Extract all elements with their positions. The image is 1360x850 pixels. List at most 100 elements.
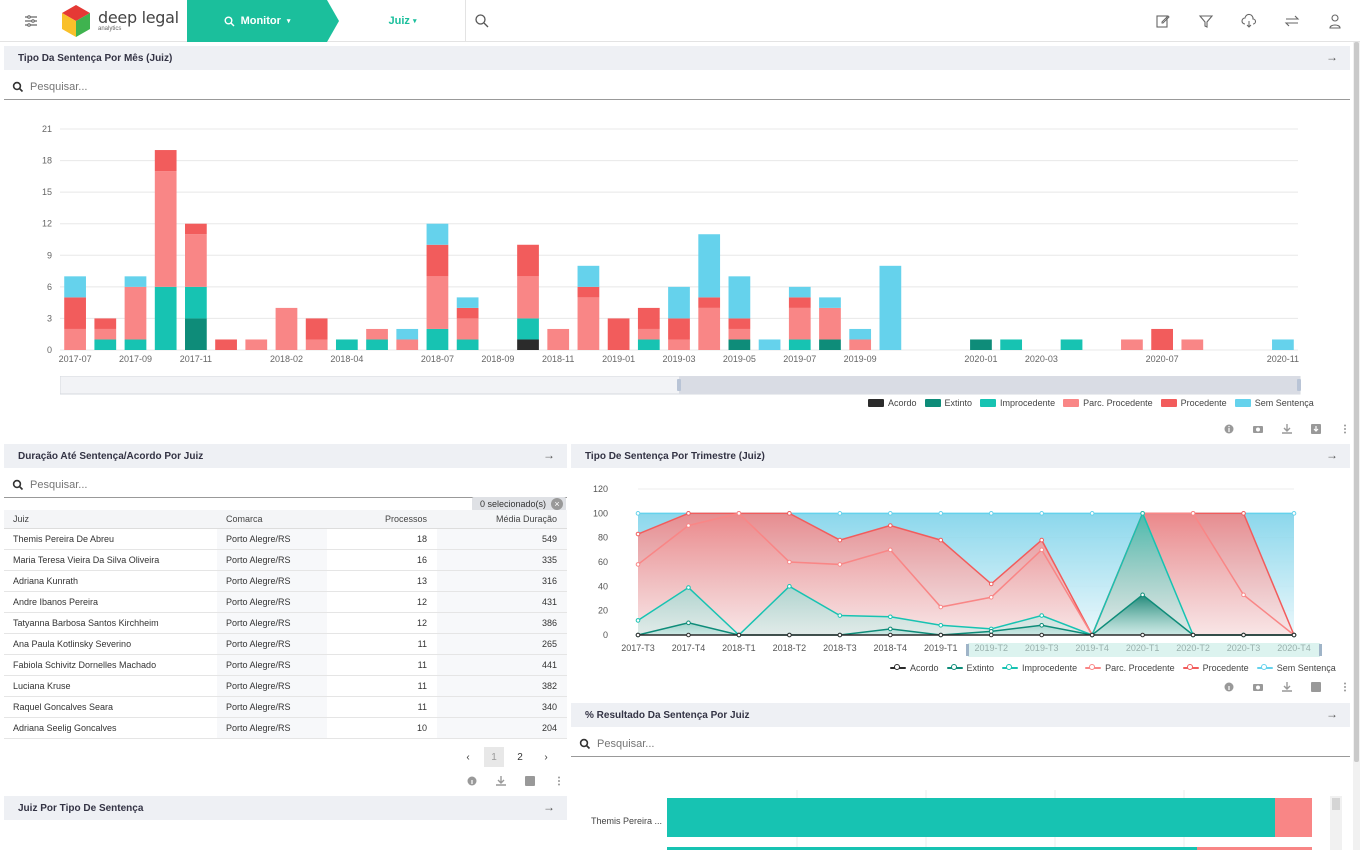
zoom-handle-left[interactable] — [677, 379, 681, 391]
point-sem-senten-a[interactable] — [988, 511, 994, 516]
point-parc-procedente[interactable] — [736, 511, 742, 516]
info-icon[interactable] — [1224, 424, 1234, 434]
table-row[interactable]: Themis Pereira De Abreu Porto Alegre/RS 18… — [4, 528, 567, 550]
line-improcedente[interactable] — [637, 511, 1294, 637]
column-header[interactable]: Comarca — [217, 510, 327, 529]
table-row[interactable]: Raquel Goncalves Seara Porto Alegre/RS 11 3… — [4, 696, 567, 718]
point-extinto[interactable] — [686, 620, 691, 626]
bar-segment-parc-procedente[interactable] — [275, 307, 298, 350]
zoom-handle-right[interactable] — [1297, 379, 1301, 391]
point-improcedente[interactable] — [837, 613, 843, 618]
point-acordo[interactable] — [837, 632, 843, 638]
bar-segment-parc-procedente[interactable] — [819, 307, 841, 340]
point-improcedente[interactable] — [635, 618, 641, 623]
point-extinto[interactable] — [888, 626, 893, 632]
bar-segment-procedente[interactable] — [426, 244, 449, 277]
table-row[interactable]: Andre Ibanos Pereira Porto Alegre/RS 12 431 — [4, 591, 567, 613]
bar-segment-procedente[interactable] — [788, 297, 811, 308]
point-improcedente[interactable] — [1140, 511, 1145, 516]
bar-segment-sem-senten-a[interactable] — [879, 265, 902, 350]
point-parc-procedente[interactable] — [1241, 592, 1246, 598]
search-input[interactable] — [597, 737, 1097, 750]
bar-segment-parc-procedente[interactable] — [396, 339, 419, 350]
download-icon[interactable] — [1282, 424, 1292, 434]
point-sem-senten-a[interactable] — [1039, 511, 1044, 516]
legend-item-acordo[interactable]: Acordo — [890, 663, 939, 673]
bar-parc-procedente[interactable] — [1197, 847, 1312, 850]
point-sem-senten-a[interactable] — [635, 511, 641, 516]
bar-segment-parc-procedente[interactable] — [305, 339, 328, 350]
point-procedente[interactable] — [888, 523, 893, 528]
arrow-right-icon[interactable]: → — [543, 800, 555, 814]
bar-segment-procedente[interactable] — [1151, 328, 1173, 350]
more-vertical-icon[interactable] — [1340, 424, 1350, 434]
point-procedente[interactable] — [988, 581, 994, 587]
legend-item-acordo[interactable]: Acordo — [868, 398, 917, 408]
point-acordo[interactable] — [686, 632, 691, 638]
bar-segment-procedente[interactable] — [637, 307, 660, 329]
point-procedente[interactable] — [787, 511, 792, 516]
legend-item-extinto[interactable]: Extinto — [946, 663, 994, 673]
search-icon[interactable] — [474, 13, 490, 29]
export-icon[interactable] — [525, 776, 535, 786]
bar-segment-parc-procedente[interactable] — [124, 286, 147, 340]
point-parc-procedente[interactable] — [787, 559, 792, 565]
more-vertical-icon[interactable] — [1340, 682, 1350, 692]
point-acordo[interactable] — [988, 632, 994, 638]
point-procedente[interactable] — [1039, 537, 1044, 543]
bar-segment-extinto[interactable] — [970, 339, 992, 350]
point-sem-senten-a[interactable] — [837, 511, 843, 516]
point-parc-procedente[interactable] — [686, 523, 691, 528]
clear-selection-icon[interactable]: × — [551, 498, 563, 510]
bar-segment-parc-procedente[interactable] — [547, 328, 570, 350]
table-row[interactable]: Ana Paula Kotlinsky Severino Porto Alegre… — [4, 633, 567, 655]
page-button[interactable]: 2 — [517, 751, 523, 763]
zoom-handle-right[interactable] — [1319, 644, 1322, 656]
bar-segment-sem-senten-a[interactable] — [849, 328, 872, 340]
zoom-window[interactable] — [679, 376, 1300, 394]
bar-segment-parc-procedente[interactable] — [517, 276, 539, 319]
bar-segment-extinto[interactable] — [819, 339, 841, 350]
bar-segment-sem-senten-a[interactable] — [819, 297, 841, 308]
point-extinto[interactable] — [1140, 592, 1145, 598]
bar-segment-parc-procedente[interactable] — [728, 328, 751, 340]
legend-item-procedente[interactable]: Procedente — [1182, 663, 1249, 673]
arrow-right-icon[interactable]: → — [1326, 448, 1338, 462]
bar-segment-procedente[interactable] — [94, 318, 117, 329]
page-button[interactable]: 1 — [484, 747, 504, 767]
bar-segment-sem-senten-a[interactable] — [64, 276, 86, 298]
table-row[interactable]: Maria Teresa Vieira Da Silva Oliveira Por… — [4, 549, 567, 571]
export-icon[interactable] — [1311, 682, 1321, 692]
column-header[interactable]: Média Duração — [437, 510, 567, 529]
arrow-right-icon[interactable]: → — [1326, 50, 1338, 64]
point-acordo[interactable] — [1039, 632, 1044, 638]
bar-segment-improcedente[interactable] — [517, 318, 539, 340]
line-parc-procedente[interactable] — [637, 512, 1295, 637]
export-icon[interactable] — [1311, 424, 1321, 434]
table-row[interactable]: Adriana Seelig Goncalves Porto Alegre/RS 1… — [4, 717, 567, 739]
swap-icon[interactable] — [1283, 12, 1301, 30]
camera-icon[interactable] — [1253, 682, 1263, 692]
point-improcedente[interactable] — [888, 614, 893, 620]
bar-segment-procedente[interactable] — [728, 318, 751, 329]
bar-segment-parc-procedente[interactable] — [64, 328, 86, 350]
bar-segment-procedente[interactable] — [668, 318, 690, 340]
bar-segment-sem-senten-a[interactable] — [124, 276, 147, 287]
bar-segment-procedente[interactable] — [577, 286, 600, 298]
more-vertical-icon[interactable] — [554, 776, 564, 786]
bar-segment-parc-procedente[interactable] — [185, 234, 207, 287]
info-icon[interactable] — [467, 776, 477, 786]
point-sem-senten-a[interactable] — [888, 511, 893, 516]
legend-item-improcedente[interactable]: Improcedente — [1002, 663, 1077, 673]
download-icon[interactable] — [1282, 682, 1292, 692]
camera-icon[interactable] — [1253, 424, 1263, 434]
bar-segment-sem-senten-a[interactable] — [577, 265, 600, 287]
legend-item-sem-senten-a[interactable]: Sem Sentença — [1256, 663, 1336, 673]
bar-segment-improcedente[interactable] — [335, 339, 358, 350]
page-scrollbar[interactable] — [1353, 42, 1360, 850]
bar-segment-procedente[interactable] — [517, 244, 539, 277]
bar-parc-procedente[interactable] — [1275, 798, 1312, 837]
point-acordo[interactable] — [1291, 632, 1297, 638]
legend-item-sem-senten-a[interactable]: Sem Sentença — [1234, 398, 1314, 408]
bar-segment-procedente[interactable] — [456, 307, 479, 319]
